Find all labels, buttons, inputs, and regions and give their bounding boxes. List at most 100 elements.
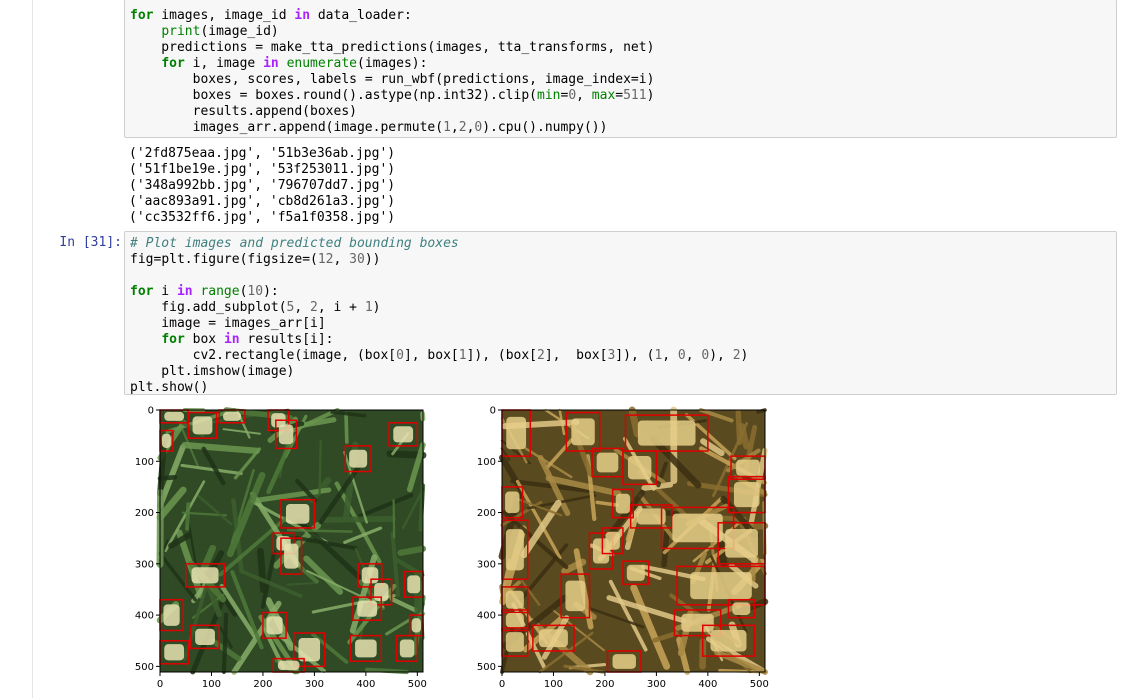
code-token: = — [239, 88, 248, 103]
code-token: 511 — [623, 88, 647, 103]
bounding-box — [293, 632, 326, 668]
wheat-head — [736, 459, 760, 476]
code-token: ) — [740, 348, 749, 363]
x-tick-label: 0 — [157, 679, 163, 690]
code-token: 1 — [364, 300, 373, 315]
code-line: results.append(boxes) — [130, 104, 1116, 120]
y-tick-label: 300 — [477, 559, 496, 570]
code-token: = — [630, 72, 639, 87]
wheat-head — [690, 572, 752, 600]
code-token: images_arr[i] — [216, 316, 326, 331]
wheat-head — [223, 411, 242, 421]
code-token: ).cpu().numpy()) — [482, 120, 608, 135]
code-token: 30 — [349, 252, 365, 267]
wheat-head — [277, 660, 300, 671]
wheat-head — [681, 613, 714, 632]
code-line — [130, 268, 1116, 284]
code-token: results.append(boxes) — [130, 104, 357, 119]
bounding-box — [701, 624, 755, 657]
code-token: ], box[ — [544, 348, 608, 363]
wheat-head — [195, 628, 215, 645]
wheat-head — [284, 543, 299, 569]
code-token: = — [364, 72, 373, 87]
code-token: (images): — [357, 56, 428, 71]
x-tick-label: 200 — [253, 679, 272, 690]
code-token: min — [537, 88, 561, 103]
code-token: + — [349, 300, 357, 315]
code-token: (image_id) — [200, 24, 279, 39]
code-editor-31[interactable]: # Plot images and predicted bounding box… — [125, 236, 1116, 396]
bounding-box — [344, 445, 372, 473]
wheat-head — [361, 567, 379, 584]
code-line: fig=plt.figure(figsize=(12, 30)) — [130, 252, 1116, 268]
wheat-head — [592, 538, 610, 564]
x-tick-label: 400 — [698, 679, 717, 690]
code-token: = — [153, 252, 162, 267]
code-token: boxes — [130, 88, 240, 103]
wheat-head — [627, 456, 652, 480]
code-token: make_tta_predictions(images, tta_transfo… — [263, 40, 655, 55]
code-cell-input-top[interactable]: for images, image_id in data_loader: pri… — [124, 0, 1117, 138]
code-token: cv2.rectangle(image, (box[ — [130, 348, 397, 363]
y-tick-label: 200 — [477, 508, 496, 519]
code-token: run_wbf(predictions, image_index — [372, 72, 631, 87]
bounding-box — [388, 422, 419, 447]
bounding-box — [560, 573, 591, 619]
code-token: 0 — [474, 120, 483, 135]
code-token: ], box[ — [403, 348, 459, 363]
wheat-head — [612, 654, 636, 669]
code-token: 0 — [396, 348, 404, 363]
code-token: = — [255, 40, 264, 55]
y-tick-label: 500 — [477, 662, 496, 673]
code-token: box — [184, 332, 224, 347]
code-token: results[i]: — [239, 332, 334, 347]
wheat-head — [393, 426, 414, 443]
x-tick-label: 0 — [499, 679, 505, 690]
bounding-box — [727, 598, 755, 619]
code-token: in — [176, 284, 193, 299]
code-token: fig — [130, 252, 154, 267]
code-token: data_loader: — [310, 8, 412, 23]
code-token: , — [685, 348, 702, 363]
code-token: range — [200, 284, 240, 299]
code-token: i) — [638, 72, 655, 87]
y-tick-label: 100 — [477, 457, 496, 468]
wheat-head — [539, 629, 568, 648]
y-tick-label: 300 — [135, 559, 154, 570]
wheat-head — [505, 590, 524, 609]
bounding-box — [622, 450, 658, 486]
wheat-head — [732, 602, 751, 615]
code-cell-input-31[interactable]: # Plot images and predicted bounding box… — [124, 231, 1117, 395]
bounding-box — [660, 506, 735, 550]
code-token: , i — [317, 300, 350, 315]
code-line: fig.add_subplot(5, 2, i + 1) — [130, 300, 1116, 316]
code-token: 5 — [286, 300, 295, 315]
code-token — [130, 332, 161, 347]
code-token: ), — [709, 348, 733, 363]
code-line: image = images_arr[i] — [130, 316, 1116, 332]
code-token: 1 — [458, 348, 467, 363]
wheat-head — [164, 411, 185, 421]
code-token: ): — [263, 284, 279, 299]
wheat-head — [285, 503, 310, 524]
code-token: 2 — [732, 348, 741, 363]
wheat-head — [725, 528, 758, 558]
code-token: ) — [646, 88, 655, 103]
wheat-head — [192, 416, 213, 435]
wheat-head — [505, 632, 524, 652]
wheat-head — [571, 418, 595, 446]
code-editor-top[interactable]: for images, image_id in data_loader: pri… — [125, 8, 1116, 136]
output-line: ('51f1be19e.jpg', '53f253011.jpg') — [129, 162, 396, 177]
bounding-box — [349, 634, 383, 662]
wheat-head — [163, 604, 180, 626]
bounding-box — [611, 488, 634, 519]
code-token: fig.add_subplot( — [130, 300, 287, 315]
wheat-head — [161, 433, 171, 448]
x-tick-label: 400 — [356, 679, 375, 690]
bounding-box — [357, 563, 383, 588]
code-token: boxes, scores, labels — [130, 72, 365, 87]
wheat-head — [278, 424, 294, 445]
wheat-head — [407, 575, 421, 594]
code-token: , — [450, 120, 459, 135]
